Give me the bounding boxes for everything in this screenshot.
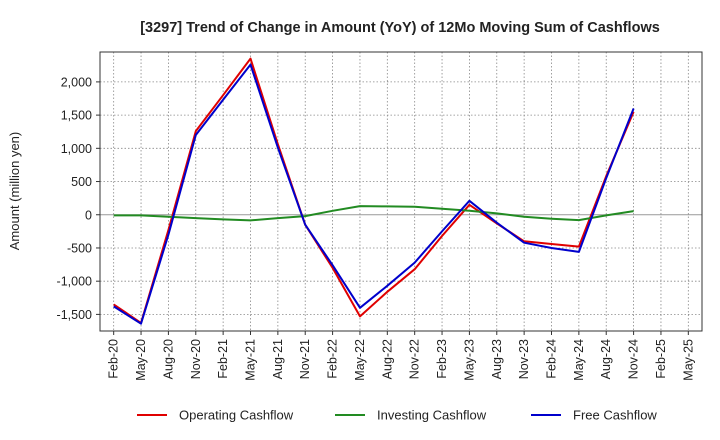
legend: Operating Cashflow Investing Cashflow Free… — [137, 408, 657, 423]
x-tick-label: Aug-24 — [599, 339, 613, 379]
legend-label-investing-cashflow: Investing Cashflow — [377, 408, 487, 423]
x-tick-label: Nov-23 — [517, 339, 531, 379]
x-tick-label: May-25 — [681, 339, 695, 381]
series-line-operating-cashflow — [113, 57, 635, 324]
chart-title: [3297] Trend of Change in Amount (YoY) o… — [140, 20, 660, 36]
x-tick-label: Aug-23 — [490, 339, 504, 379]
x-tick-label: Aug-21 — [271, 339, 285, 379]
x-tick-label: Nov-22 — [408, 339, 422, 379]
plot-border — [99, 51, 703, 332]
series-line-investing-cashflow — [113, 205, 634, 222]
y-tick-label: 500 — [71, 175, 92, 189]
y-tick-label: 0 — [85, 208, 92, 222]
x-tick-label: Nov-21 — [298, 339, 312, 379]
x-tick-label: Feb-24 — [545, 339, 559, 379]
y-tick-label: 1,000 — [61, 142, 92, 156]
x-tick-label: Nov-20 — [189, 339, 203, 379]
x-tick-label: May-24 — [572, 339, 586, 381]
x-axis-ticks: Feb-20 May-20 Aug-20 Nov-20 Feb-21 May-21 Aug-… — [107, 331, 695, 381]
x-tick-label: May-21 — [244, 339, 258, 381]
x-tick-label: Feb-22 — [326, 339, 340, 379]
x-tick-label: Feb-21 — [216, 339, 230, 379]
x-tick-label: Feb-20 — [107, 339, 121, 379]
x-tick-label: Nov-24 — [627, 339, 641, 379]
x-tick-label: May-20 — [134, 339, 148, 381]
y-tick-label: 1,500 — [61, 109, 92, 123]
y-axis-label: Amount (million yen) — [7, 132, 22, 251]
x-tick-label: Aug-20 — [161, 339, 175, 379]
y-tick-label: -500 — [67, 241, 92, 255]
x-tick-label: May-22 — [353, 339, 367, 381]
x-tick-label: May-23 — [462, 339, 476, 381]
x-tick-label: Feb-23 — [435, 339, 449, 379]
legend-label-free-cashflow: Free Cashflow — [573, 408, 657, 423]
gridlines — [100, 52, 702, 331]
x-tick-label: Feb-25 — [654, 339, 668, 379]
y-tick-label: -1,500 — [57, 308, 92, 322]
plot-area — [100, 52, 702, 331]
legend-label-operating-cashflow: Operating Cashflow — [179, 408, 294, 423]
series-lines — [113, 57, 635, 325]
y-tick-label: 2,000 — [61, 75, 92, 89]
y-axis-ticks: -1,500 -1,000 -500 0 500 1,000 1,500 2,000 — [57, 75, 100, 322]
series-line-free-cashflow — [113, 63, 635, 325]
x-tick-label: Aug-22 — [380, 339, 394, 379]
y-tick-label: -1,000 — [57, 275, 92, 289]
